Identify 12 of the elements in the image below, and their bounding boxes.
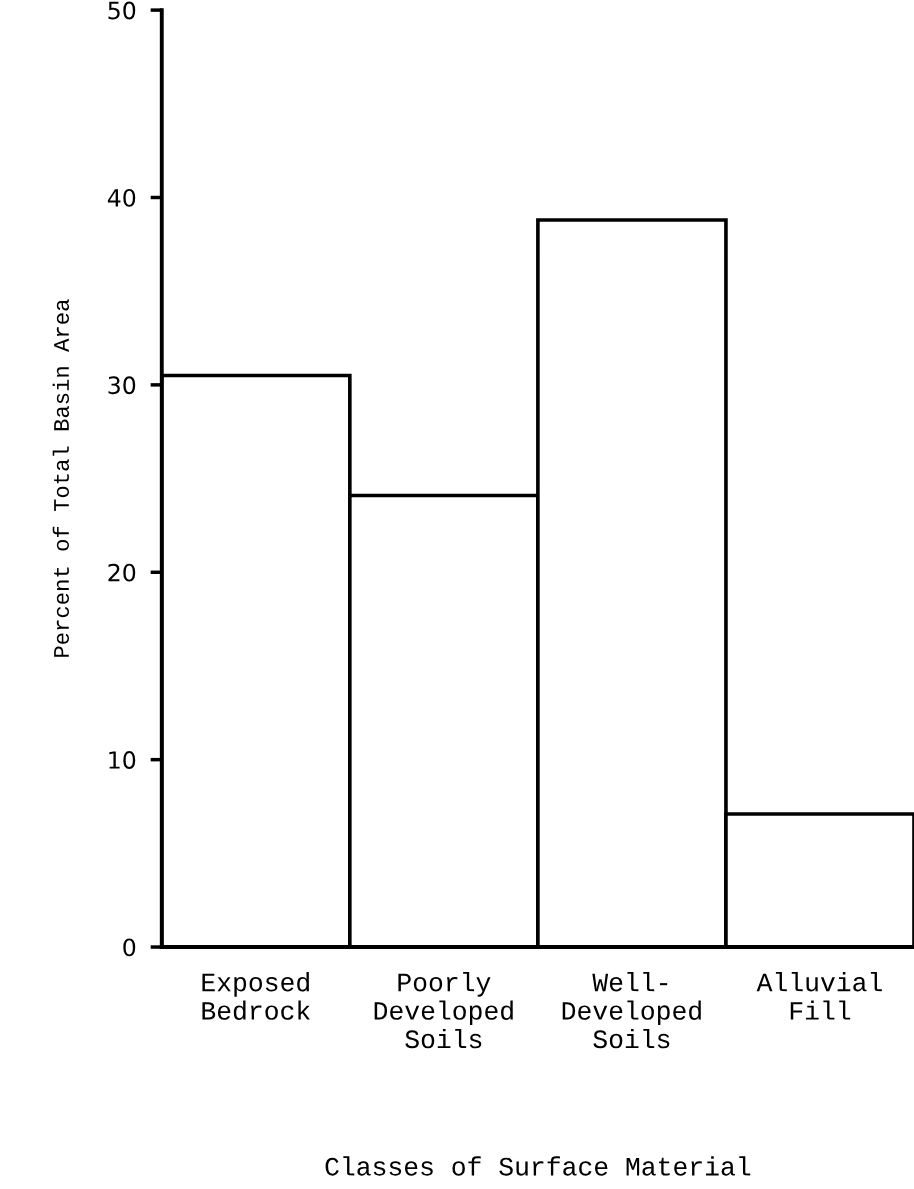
y-tick-label: 0 <box>123 938 136 957</box>
x-tick-label: Exposed Bedrock <box>202 972 310 1020</box>
y-tick-label: 10 <box>109 751 136 769</box>
x-axis-title: Classes of Surface Material <box>325 1156 751 1176</box>
x-tick-label: Poorly Developed Soils <box>374 972 513 1049</box>
y-tick-label: 50 <box>108 1 136 20</box>
y-tick-label: 30 <box>108 376 136 395</box>
y-tick-label: 20 <box>108 563 136 582</box>
y-axis-title: Percent of Total Basin Area <box>52 299 70 657</box>
x-tick-label: Alluvial Fill <box>756 972 882 1020</box>
x-tick-label: Well- Developed Soils <box>562 972 701 1049</box>
y-tick-label: 40 <box>107 188 136 207</box>
